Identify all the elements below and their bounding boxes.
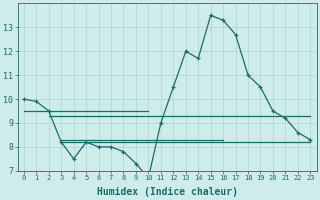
X-axis label: Humidex (Indice chaleur): Humidex (Indice chaleur) (97, 186, 237, 197)
